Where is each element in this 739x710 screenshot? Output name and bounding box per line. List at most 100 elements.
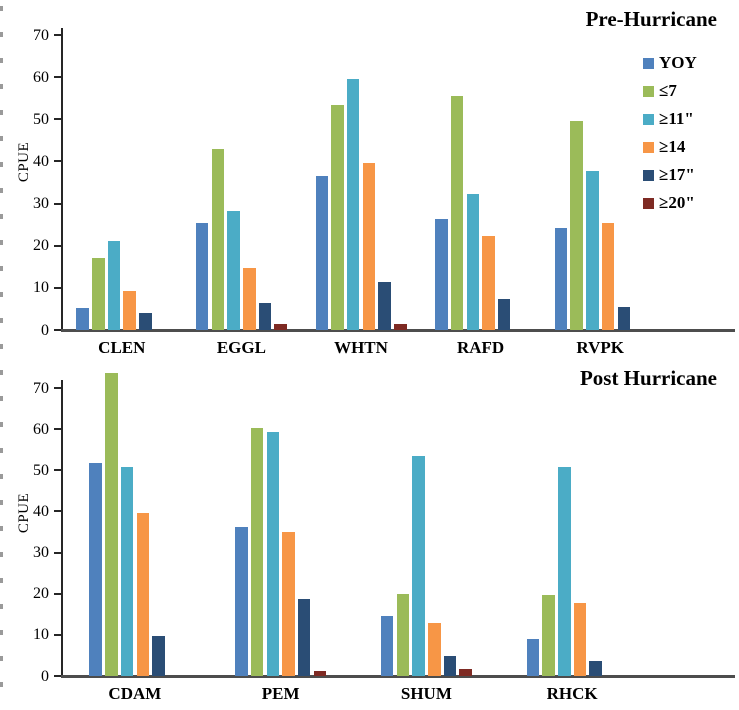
y-axis-tick: [54, 118, 62, 121]
bar: [331, 104, 344, 330]
legend-swatch: [643, 58, 654, 69]
bar: [76, 307, 89, 330]
bar: [459, 668, 472, 676]
y-tick-label: 70: [33, 379, 49, 397]
bar: [136, 513, 149, 676]
chart-title-pre-hurricane: Pre-Hurricane: [585, 7, 717, 31]
bar: [450, 96, 464, 330]
legend-label: ≤7: [659, 81, 677, 100]
y-axis-tick: [54, 551, 62, 554]
y-tick-label: 0: [41, 321, 49, 339]
y-axis-tick: [54, 387, 62, 390]
bar: [573, 602, 587, 676]
category-label: CLEN: [98, 338, 146, 357]
bar: [152, 635, 165, 676]
y-tick-label: 10: [33, 626, 49, 644]
bar: [243, 267, 256, 330]
bar: [235, 526, 248, 676]
legend-swatch: [643, 170, 654, 181]
legend-swatch: [643, 86, 654, 97]
legend-swatch: [643, 198, 654, 209]
y-axis-line: [61, 28, 63, 330]
bar: [258, 302, 272, 330]
legend-label: ≥11": [659, 109, 694, 128]
bar: [396, 594, 410, 676]
legend-label: YOY: [659, 53, 697, 72]
bar: [617, 306, 630, 330]
legend-swatch: [643, 142, 654, 153]
bar: [362, 163, 376, 330]
bar: [586, 171, 599, 330]
bar: [378, 282, 391, 330]
page-edge-crop-marks: [0, 6, 3, 706]
bar: [250, 427, 264, 676]
category-label: CDAM: [108, 684, 162, 703]
y-tick-label: 50: [33, 461, 49, 479]
bar: [105, 372, 118, 676]
bar: [428, 622, 441, 676]
category-label: WHTN: [334, 338, 388, 357]
bar: [107, 240, 121, 330]
bar: [227, 210, 240, 330]
y-tick-label: 60: [33, 68, 49, 86]
bar: [92, 257, 105, 330]
y-axis-tick: [54, 202, 62, 205]
bar: [139, 313, 152, 330]
bar: [211, 148, 225, 330]
bar: [482, 236, 495, 330]
category-label: PEM: [261, 684, 300, 703]
y-axis-tick: [54, 34, 62, 37]
x-axis-line: [61, 675, 735, 678]
y-tick-label: 30: [33, 544, 49, 562]
y-axis-tick: [54, 510, 62, 513]
category-label: SHUM: [400, 684, 452, 703]
y-axis-line: [61, 380, 63, 676]
x-axis-line: [61, 329, 735, 332]
y-tick-label: 10: [33, 279, 49, 297]
category-label: EGGL: [216, 338, 266, 357]
y-axis-tick: [54, 286, 62, 289]
legend-swatch: [643, 114, 654, 125]
bar: [313, 671, 327, 676]
y-axis-tick: [54, 469, 62, 472]
y-tick-label: 30: [33, 195, 49, 213]
y-tick-label: 20: [33, 585, 49, 603]
bar: [123, 291, 136, 330]
bar: [601, 223, 615, 330]
bar: [120, 467, 134, 676]
category-label: RAFD: [456, 338, 505, 357]
y-tick-label: 20: [33, 237, 49, 255]
y-tick-label: 40: [33, 152, 49, 170]
bar: [89, 463, 102, 676]
y-axis-tick: [54, 76, 62, 79]
y-axis-tick: [54, 428, 62, 431]
bar: [497, 298, 511, 330]
y-tick-label: 50: [33, 110, 49, 128]
y-tick-label: 0: [41, 667, 49, 685]
y-axis-tick: [54, 592, 62, 595]
bar: [380, 615, 394, 676]
bar: [394, 323, 407, 330]
bar: [274, 323, 287, 330]
chart-title-post-hurricane: Post Hurricane: [579, 366, 717, 390]
y-axis-tick: [54, 244, 62, 247]
bar: [526, 639, 540, 676]
category-label: RVPK: [576, 338, 624, 357]
bar: [412, 456, 425, 676]
legend-label: ≥20": [659, 193, 695, 212]
bar: [443, 656, 457, 676]
bar: [195, 223, 209, 330]
bar: [542, 594, 555, 676]
bar: [266, 432, 279, 676]
bar: [315, 175, 328, 330]
legend-label: ≥17": [659, 165, 695, 184]
y-axis-tick: [54, 329, 62, 331]
bar: [297, 598, 311, 676]
bar: [558, 467, 571, 676]
legend-label: ≥14: [659, 137, 686, 156]
bar: [466, 193, 479, 330]
bar: [589, 660, 602, 676]
category-label: RHCK: [546, 684, 598, 703]
y-tick-label: 40: [33, 502, 49, 520]
